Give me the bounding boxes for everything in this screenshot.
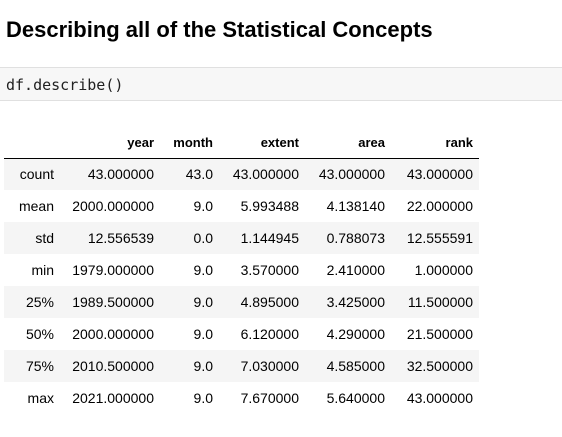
table-cell: 7.030000: [240, 358, 299, 374]
table-cell: 43.000000: [87, 166, 154, 183]
table-cell: 4.138140: [326, 198, 385, 214]
table-cell: 2021.000000: [72, 390, 154, 406]
header-row: year month extent area rank: [4, 128, 479, 159]
table-body: count 43.000000 43.0 43.000000 43.000000…: [4, 158, 479, 414]
table-cell: 1989.500000: [72, 294, 154, 310]
table-cell: 2010.500000: [72, 358, 154, 374]
table-cell: 22.000000: [406, 198, 473, 214]
table-header: year month extent area rank: [4, 128, 479, 159]
table-cell: 1.000000: [414, 262, 473, 278]
table-cell: 9.0: [193, 262, 213, 278]
table-cell: 11.500000: [407, 294, 473, 310]
table-cell: 4.290000: [326, 326, 385, 342]
table-cell: 1979.000000: [72, 262, 154, 278]
index-header: [4, 128, 60, 159]
table-cell: 9.0: [193, 294, 213, 310]
code-cell[interactable]: df.describe(): [0, 67, 562, 101]
table-cell: 5.640000: [326, 390, 385, 406]
table-row: 25% 1989.500000 9.0 4.895000 3.425000 11…: [4, 286, 479, 318]
table-cell: 9.0: [193, 358, 213, 374]
row-index-label: min: [31, 262, 54, 278]
table-row: 75% 2010.500000 9.0 7.030000 4.585000 32…: [4, 350, 479, 382]
table-cell: 21.500000: [406, 326, 473, 342]
row-index-label: std: [35, 230, 54, 246]
table-cell: 43.000000: [406, 390, 473, 406]
column-header-year: year: [60, 128, 160, 159]
table-cell: 6.120000: [240, 326, 299, 342]
column-header-rank: rank: [391, 128, 479, 159]
table-cell: 1.144945: [240, 230, 299, 246]
table-cell: 9.0: [193, 198, 213, 214]
row-index-label: count: [19, 166, 54, 183]
table-cell: 43.0: [185, 166, 213, 183]
table-cell: 9.0: [193, 326, 213, 342]
column-header-area: area: [305, 128, 391, 159]
table-cell: 12.556539: [87, 230, 154, 246]
table-cell: 9.0: [193, 390, 213, 406]
table-row: std 12.556539 0.0 1.144945 0.788073 12.5…: [4, 222, 479, 254]
table-cell: 43.000000: [232, 166, 299, 183]
table-cell: 2000.000000: [72, 326, 154, 342]
table-cell: 7.670000: [240, 390, 299, 406]
section-heading: Describing all of the Statistical Concep…: [6, 17, 433, 42]
row-index-label: 25%: [25, 294, 54, 310]
table-cell: 3.425000: [326, 294, 385, 310]
table-row: min 1979.000000 9.0 3.570000 2.410000 1.…: [4, 254, 479, 286]
table-cell: 43.000000: [318, 166, 385, 183]
table-cell: 2000.000000: [72, 198, 154, 214]
table-cell: 43.000000: [406, 166, 473, 183]
table-row: count 43.000000 43.0 43.000000 43.000000…: [4, 158, 479, 190]
table-row: 50% 2000.000000 9.0 6.120000 4.290000 21…: [4, 318, 479, 350]
table-cell: 4.585000: [326, 358, 385, 374]
row-index-label: 75%: [25, 358, 54, 374]
table-cell: 2.410000: [326, 262, 385, 278]
row-index-label: mean: [18, 198, 54, 214]
code-input-text[interactable]: df.describe(): [6, 76, 124, 94]
table-cell: 0.0: [193, 230, 213, 246]
table-row: mean 2000.000000 9.0 5.993488 4.138140 2…: [4, 190, 479, 222]
table-cell: 12.555591: [406, 230, 473, 246]
table-cell: 5.993488: [240, 198, 299, 214]
describe-output-table: year month extent area rank count 43.000…: [4, 128, 479, 414]
table-cell: 0.788073: [326, 230, 385, 246]
table-cell: 3.570000: [240, 262, 299, 278]
column-header-month: month: [160, 128, 219, 159]
column-header-extent: extent: [219, 128, 305, 159]
row-index-label: 50%: [25, 326, 54, 342]
table-row: max 2021.000000 9.0 7.670000 5.640000 43…: [4, 382, 479, 414]
table-cell: 4.895000: [240, 294, 299, 310]
table-cell: 32.500000: [406, 358, 473, 374]
row-index-label: max: [27, 390, 54, 406]
